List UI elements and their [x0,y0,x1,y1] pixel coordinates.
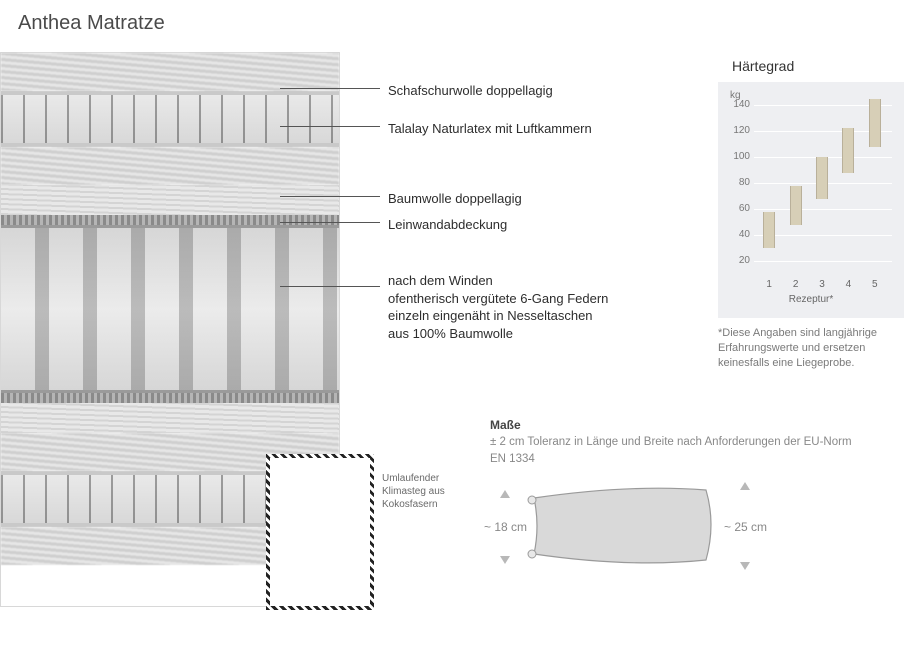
arrow-down-icon [500,556,510,564]
haertegrad-ytick: 60 [726,203,750,214]
arrow-down-icon [740,562,750,570]
haertegrad-ytick: 40 [726,229,750,240]
layer-wool-top [1,53,339,91]
haertegrad-bar [816,157,828,199]
mattress-profile-icon [510,478,726,574]
callout-line [280,286,380,287]
haertegrad-ytick: 120 [726,125,750,136]
page-title: Anthea Matratze [18,12,165,35]
masse-text: ± 2 cm Toleranz in Länge und Breite nach… [490,434,870,469]
haertegrad-bar [842,128,854,172]
haertegrad-gridline [754,209,892,210]
haertegrad-chart: kg 2040608010012014012345 Rezeptur* [718,82,904,318]
haertegrad-xtick: 4 [838,279,858,290]
layer-canvas-bot [1,393,339,403]
layer-springs [1,225,339,393]
haertegrad-bar [790,186,802,225]
arrow-up-icon [740,482,750,490]
haertegrad-bar [763,212,775,248]
callout-springs: nach dem Winden ofentherisch vergütete 6… [388,272,608,342]
haertegrad-xtick: 3 [812,279,832,290]
callout-line [280,222,380,223]
haertegrad-title: Härtegrad [732,58,794,74]
callout-line [280,126,380,127]
callout-wool: Schafschurwolle doppellagig [388,82,553,100]
haertegrad-xtick: 2 [786,279,806,290]
callout-cotton: Baumwolle doppellagig [388,190,522,208]
haertegrad-plot: kg 2040608010012014012345 [728,92,894,274]
haertegrad-ytick: 100 [726,151,750,162]
haertegrad-ytick: 80 [726,177,750,188]
callout-line [280,196,380,197]
layer-wool-2 [1,147,339,185]
haertegrad-bar [869,99,881,147]
haertegrad-ytick: 20 [726,255,750,266]
haertegrad-xaxis-label: Rezeptur* [728,294,894,305]
layer-canvas-top [1,215,339,225]
kokos-frame [266,454,374,610]
layer-cotton-top [1,185,339,215]
height-full-label: ~ 25 cm [724,520,767,534]
kokos-label: Umlaufender Klimasteg aus Kokosfasern [382,472,445,511]
haertegrad-footnote: *Diese Angaben sind langjährige Erfahrun… [718,326,908,371]
haertegrad-xtick: 1 [759,279,779,290]
haertegrad-gridline [754,261,892,262]
haertegrad-xtick: 5 [865,279,885,290]
callout-latex: Talalay Naturlatex mit Luftkammern [388,120,592,138]
callout-canvas: Leinwandabdeckung [388,216,507,234]
height-flat-label: ~ 18 cm [484,520,527,534]
callout-line [280,88,380,89]
layer-cotton-bot [1,403,339,433]
haertegrad-ytick: 140 [726,99,750,110]
arrow-up-icon [500,490,510,498]
layer-latex-top [1,91,339,147]
masse-title: Maße [490,418,521,432]
